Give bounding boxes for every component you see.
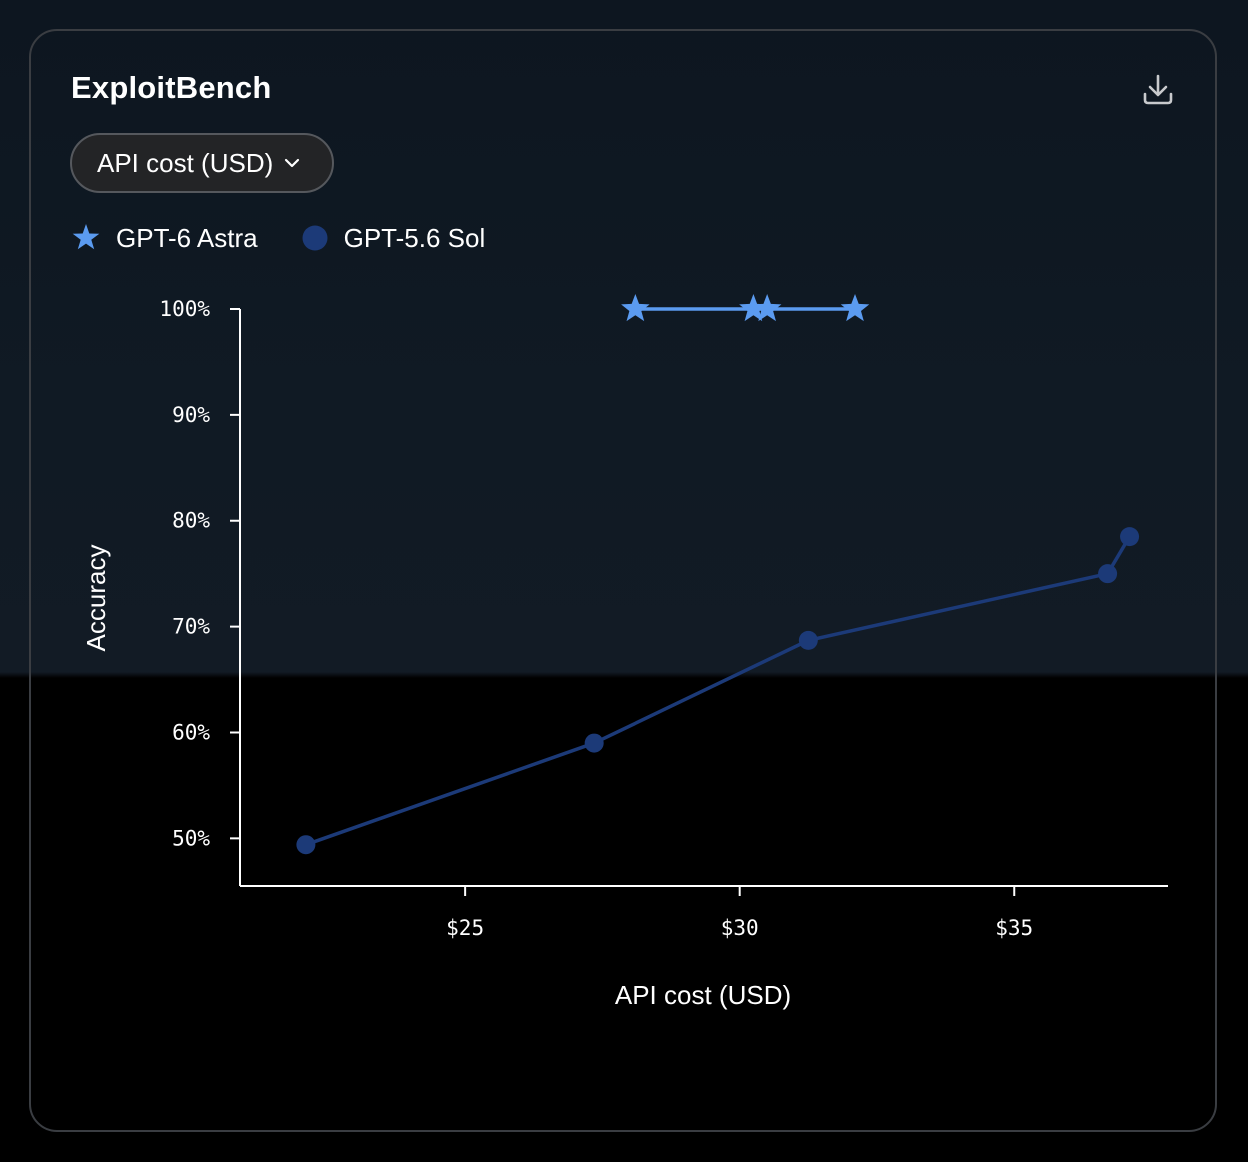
chart-title: ExploitBench: [71, 70, 272, 105]
legend-item-gpt-6-astra[interactable]: GPT-6 Astra: [70, 222, 258, 254]
legend-label-gpt-6-astra: GPT-6 Astra: [116, 222, 258, 253]
legend-item-gpt-5-6-sol[interactable]: GPT-5.6 Sol: [300, 222, 486, 254]
metric-dropdown-label: API cost (USD): [97, 147, 274, 178]
download-icon: [1143, 74, 1173, 105]
chevron-down-icon: [285, 158, 300, 168]
star-icon: [72, 224, 100, 250]
circle-icon: [302, 225, 328, 251]
metric-dropdown[interactable]: API cost (USD): [70, 133, 334, 193]
chart-card: [29, 29, 1217, 1132]
chart-legend: GPT-6 Astra GPT-5.6 Sol: [70, 222, 527, 254]
legend-label-gpt-5-6-sol: GPT-5.6 Sol: [343, 222, 486, 253]
download-button[interactable]: [1136, 68, 1180, 112]
